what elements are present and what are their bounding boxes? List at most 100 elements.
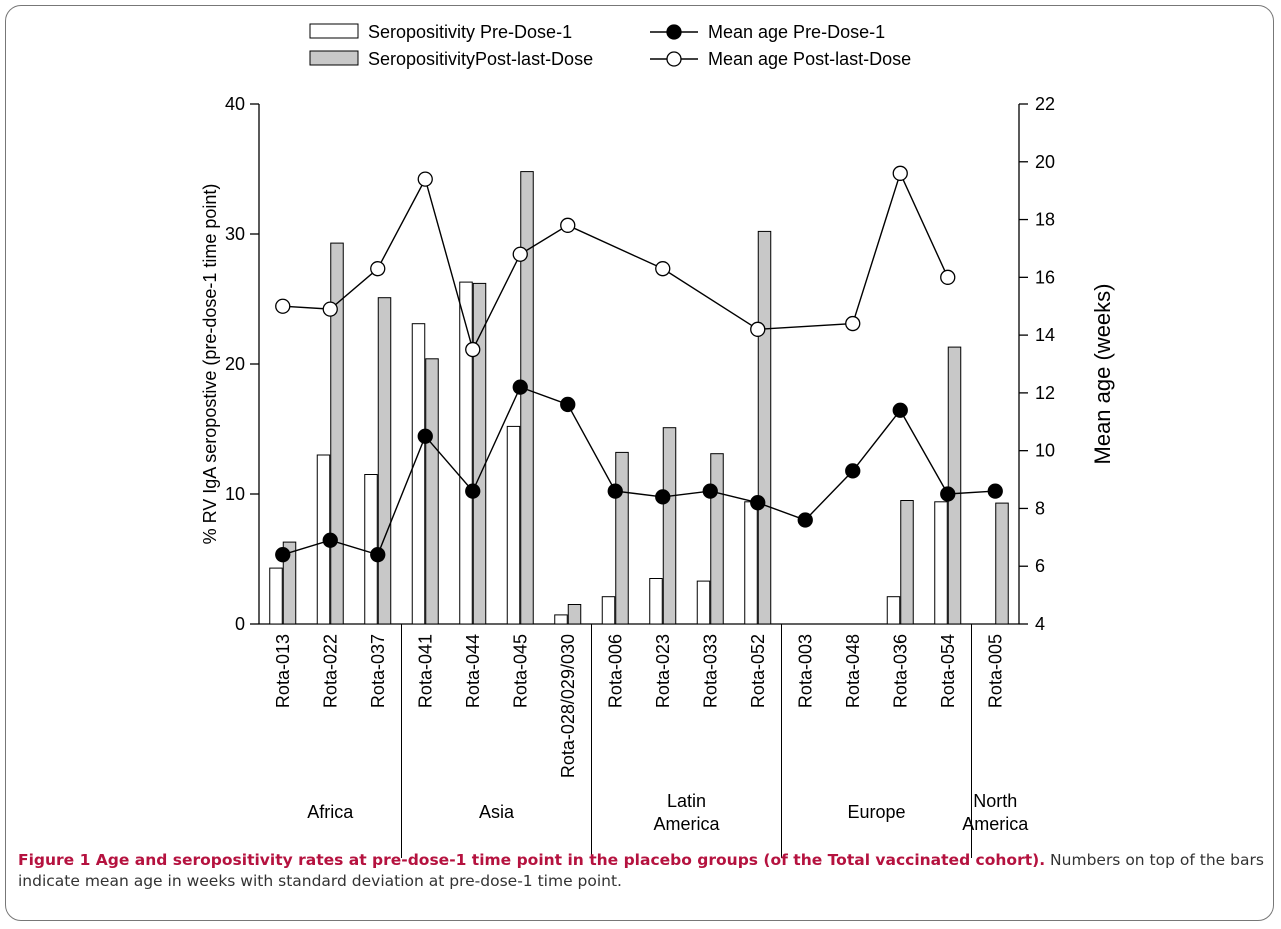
- x-tick-label: Rota-006: [605, 634, 625, 708]
- caption-title: Figure 1 Age and seropositivity rates at…: [18, 851, 1046, 869]
- point-pre-dose: [940, 486, 956, 502]
- legend-label: Mean age Post-last-Dose: [708, 49, 911, 69]
- x-tick-label: Rota-005: [985, 634, 1005, 708]
- bar-layer: [269, 171, 1009, 625]
- line-mean-age-pre-dose: [282, 386, 996, 556]
- region-label: North: [973, 791, 1017, 811]
- point-pre-dose: [750, 495, 766, 511]
- point-post-dose: [940, 269, 956, 285]
- figure-caption: Figure 1 Age and seropositivity rates at…: [18, 850, 1268, 892]
- legend-swatch: [309, 23, 359, 39]
- region-label: Latin: [667, 791, 706, 811]
- y-tick-label: 10: [225, 484, 245, 504]
- bar-post-dose: [710, 453, 724, 625]
- bar-pre-dose: [411, 323, 426, 625]
- y2-tick-label: 20: [1035, 152, 1055, 172]
- y2-axis-title: Mean age (weeks): [1090, 284, 1115, 465]
- x-tick-label: Rota-013: [273, 634, 293, 708]
- y-axis-title: % RV IgA seropostive (pre-dose-1 time po…: [200, 184, 220, 545]
- caption-text: Numbers on top of the bars indicate mean…: [18, 851, 1264, 890]
- point-pre-dose: [655, 489, 671, 505]
- point-pre-dose: [987, 483, 1003, 499]
- x-tick-labels: Rota-013 Rota-022 Rota-037 Rota-041 Rota-044…: [273, 634, 1006, 778]
- x-tick-label: Rota-045: [510, 634, 530, 708]
- x-tick-label: Rota-048: [843, 634, 863, 708]
- bar-post-dose: [520, 171, 534, 625]
- y2-tick-label: 10: [1035, 441, 1055, 461]
- point-post-dose: [275, 298, 291, 314]
- point-pre-dose: [797, 512, 813, 528]
- y2-tick-label: 8: [1035, 498, 1045, 518]
- point-post-dose: [560, 217, 576, 233]
- x-tick-label: Rota-028/029/030: [558, 634, 578, 778]
- point-pre-dose: [560, 396, 576, 413]
- x-tick-label: Rota-022: [320, 634, 340, 708]
- point-pre-dose: [370, 547, 386, 563]
- bar-post-dose: [567, 604, 582, 625]
- y2-tick-label: 18: [1035, 210, 1055, 230]
- bar-post-dose: [282, 541, 297, 625]
- point-post-dose: [845, 315, 861, 332]
- y2-tick-label: 4: [1035, 614, 1045, 634]
- legend-marker: [666, 51, 682, 67]
- legend-label: Mean age Pre-Dose-1: [708, 22, 885, 42]
- legend-marker: [666, 24, 682, 40]
- bar-post-dose: [615, 451, 629, 625]
- point-post-dose: [370, 261, 386, 277]
- axes: 0 10 20 30 40 4 6 8 10 12 14 16 18 20 22 % RV IgA serop…: [200, 94, 1115, 634]
- point-pre-dose: [417, 428, 433, 444]
- region-label: America: [962, 814, 1029, 834]
- legend: Seropositivity Pre-Dose-1 SeropositivityP…: [309, 22, 911, 69]
- bar-pre-dose: [934, 501, 948, 625]
- x-tick-label: Rota-044: [463, 634, 483, 708]
- bar-post-dose: [995, 502, 1009, 625]
- figure-frame: [5, 5, 1274, 921]
- bar-post-dose: [425, 358, 439, 625]
- y-tick-label: 0: [235, 614, 245, 634]
- point-post-dose: [512, 246, 528, 262]
- bar-pre-dose: [649, 578, 663, 625]
- y2-tick-label: 14: [1035, 325, 1055, 345]
- legend-swatch: [309, 50, 359, 66]
- x-tick-label: Rota-054: [938, 634, 958, 708]
- point-pre-dose: [322, 532, 338, 548]
- bar-pre-dose: [601, 596, 616, 625]
- bar-post-dose: [757, 230, 772, 625]
- region-label: Asia: [479, 802, 515, 822]
- point-pre-dose: [275, 547, 291, 563]
- x-tick-label: Rota-033: [700, 634, 720, 708]
- point-post-dose: [655, 261, 671, 277]
- y2-tick-label: 22: [1035, 94, 1055, 114]
- point-pre-dose: [607, 483, 623, 499]
- point-pre-dose: [465, 483, 481, 499]
- region-label: Africa: [307, 802, 354, 822]
- bar-post-dose: [330, 242, 344, 625]
- bar-pre-dose: [269, 567, 283, 625]
- legend-label: SeropositivityPost-last-Dose: [368, 49, 593, 69]
- x-tick-label: Rota-023: [653, 634, 673, 708]
- line-layer: [275, 165, 1003, 563]
- point-post-dose: [417, 171, 433, 187]
- point-post-dose: [465, 341, 481, 358]
- bar-post-dose: [947, 346, 962, 625]
- bar-pre-dose: [744, 501, 758, 625]
- bar-post-dose: [377, 297, 392, 625]
- point-post-dose: [750, 321, 766, 337]
- point-post-dose: [892, 165, 908, 181]
- region-label: America: [653, 814, 720, 834]
- y-tick-label: 20: [225, 354, 245, 374]
- bar-pre-dose: [886, 596, 901, 625]
- bar-pre-dose: [506, 425, 521, 625]
- region-labels: Africa Asia Latin America Europe North America: [307, 624, 1029, 858]
- region-label: Europe: [847, 802, 905, 822]
- point-pre-dose: [702, 483, 718, 499]
- bar-pre-dose: [696, 580, 711, 625]
- bar-post-dose: [662, 427, 677, 625]
- y2-tick-label: 16: [1035, 267, 1055, 287]
- x-tick-label: Rota-052: [748, 634, 768, 708]
- bar-post-dose: [472, 282, 487, 625]
- bar-post-dose: [900, 500, 914, 625]
- point-post-dose: [322, 301, 338, 317]
- point-pre-dose: [512, 379, 528, 395]
